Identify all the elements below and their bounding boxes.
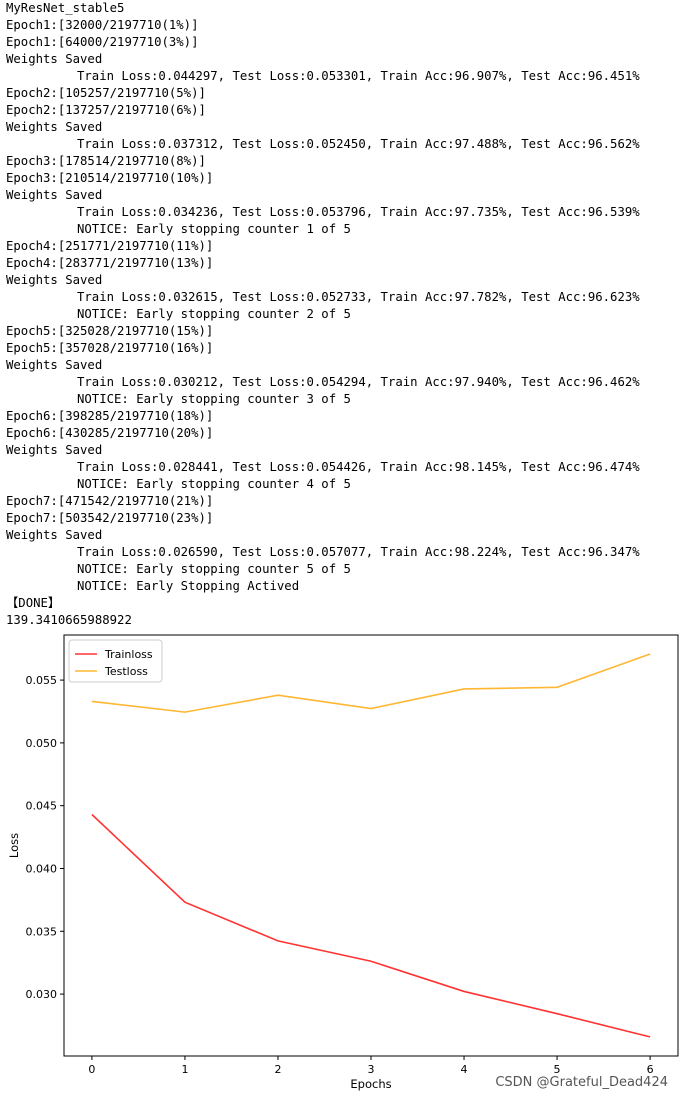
output-line: Train Loss:0.037312, Test Loss:0.052450,… xyxy=(77,137,640,151)
output-line: NOTICE: Early stopping counter 4 of 5 xyxy=(77,477,351,491)
output-line: Epoch6:[430285/2197710(20%)] xyxy=(6,426,214,440)
output-line: Train Loss:0.026590, Test Loss:0.057077,… xyxy=(77,545,640,559)
output-line: Epoch5:[325028/2197710(15%)] xyxy=(6,324,214,338)
output-line: Train Loss:0.044297, Test Loss:0.053301,… xyxy=(77,69,640,83)
output-line: Train Loss:0.032615, Test Loss:0.052733,… xyxy=(77,290,640,304)
y-tick-label: 0.035 xyxy=(26,925,58,938)
output-line: Weights Saved xyxy=(6,120,103,134)
output-line: Epoch4:[251771/2197710(11%)] xyxy=(6,239,214,253)
output-line: NOTICE: Early stopping counter 3 of 5 xyxy=(77,392,351,406)
legend-label: Testloss xyxy=(104,665,148,678)
output-line: Train Loss:0.030212, Test Loss:0.054294,… xyxy=(77,375,640,389)
y-tick-label: 0.055 xyxy=(26,674,58,687)
plot-area: 0 1 2 3 4 5 6 0.030 0.035 0.040 0.045 0.050 0.055 Epo… xyxy=(7,634,679,1091)
output-line: Epoch7:[471542/2197710(21%)] xyxy=(6,494,214,508)
output-line: Epoch1:[64000/2197710(3%)] xyxy=(6,35,199,49)
output-line: Epoch6:[398285/2197710(18%)] xyxy=(6,409,214,423)
output-line: Epoch7:[503542/2197710(23%)] xyxy=(6,511,214,525)
output-line: Train Loss:0.034236, Test Loss:0.053796,… xyxy=(77,205,640,219)
x-tick-label: 3 xyxy=(368,1063,375,1076)
loss-chart: 0 1 2 3 4 5 6 0.030 0.035 0.040 0.045 0.050 0.055 Epo… xyxy=(7,634,679,1091)
output-line: 【DONE】 xyxy=(6,596,61,610)
output-line: Weights Saved xyxy=(6,273,103,287)
legend-label: Trainloss xyxy=(104,648,153,661)
watermark-text: CSDN @Grateful_Dead424 xyxy=(495,1075,668,1090)
output-line: Epoch1:[32000/2197710(1%)] xyxy=(6,18,199,32)
output-line: NOTICE: Early Stopping Actived xyxy=(77,579,300,593)
output-line: Weights Saved xyxy=(6,188,103,202)
x-axis-label: Epochs xyxy=(350,1077,391,1091)
output-line: NOTICE: Early stopping counter 2 of 5 xyxy=(77,307,351,321)
x-tick-label: 4 xyxy=(461,1063,468,1076)
x-tick-label: 0 xyxy=(88,1063,95,1076)
y-tick-label: 0.050 xyxy=(26,737,58,750)
output-line: Epoch5:[357028/2197710(16%)] xyxy=(6,341,214,355)
x-tick-label: 5 xyxy=(554,1063,561,1076)
output-line: Weights Saved xyxy=(6,528,103,542)
output-line: Epoch3:[210514/2197710(10%)] xyxy=(6,171,214,185)
series-line-testloss xyxy=(91,653,651,713)
x-tick-label: 2 xyxy=(274,1063,281,1076)
output-line: Weights Saved xyxy=(6,52,103,66)
x-tick-label: 6 xyxy=(647,1063,654,1076)
output-line: 139.3410665988922 xyxy=(6,613,132,627)
output-line: Train Loss:0.028441, Test Loss:0.054426,… xyxy=(77,460,640,474)
output-line: NOTICE: Early stopping counter 1 of 5 xyxy=(77,222,351,236)
y-tick-label: 0.045 xyxy=(26,800,58,813)
output-line: MyResNet_stable5 xyxy=(6,1,125,15)
y-tick-label: 0.030 xyxy=(26,988,58,1001)
output-line: Epoch3:[178514/2197710(8%)] xyxy=(6,154,206,168)
output-line: Epoch4:[283771/2197710(13%)] xyxy=(6,256,214,270)
output-line: Epoch2:[105257/2197710(5%)] xyxy=(6,86,206,100)
output-line: Weights Saved xyxy=(6,443,103,457)
output-line: Epoch2:[137257/2197710(6%)] xyxy=(6,103,206,117)
axes-frame xyxy=(63,634,679,1057)
output-line: NOTICE: Early stopping counter 5 of 5 xyxy=(77,562,351,576)
output-line: Weights Saved xyxy=(6,358,103,372)
console-output: MyResNet_stable5 Epoch1:[32000/2197710(1%… xyxy=(6,0,640,629)
y-axis-label: Loss xyxy=(7,833,21,858)
x-tick-label: 1 xyxy=(181,1063,188,1076)
y-tick-label: 0.040 xyxy=(26,862,58,875)
series-line-trainloss xyxy=(91,813,651,1038)
